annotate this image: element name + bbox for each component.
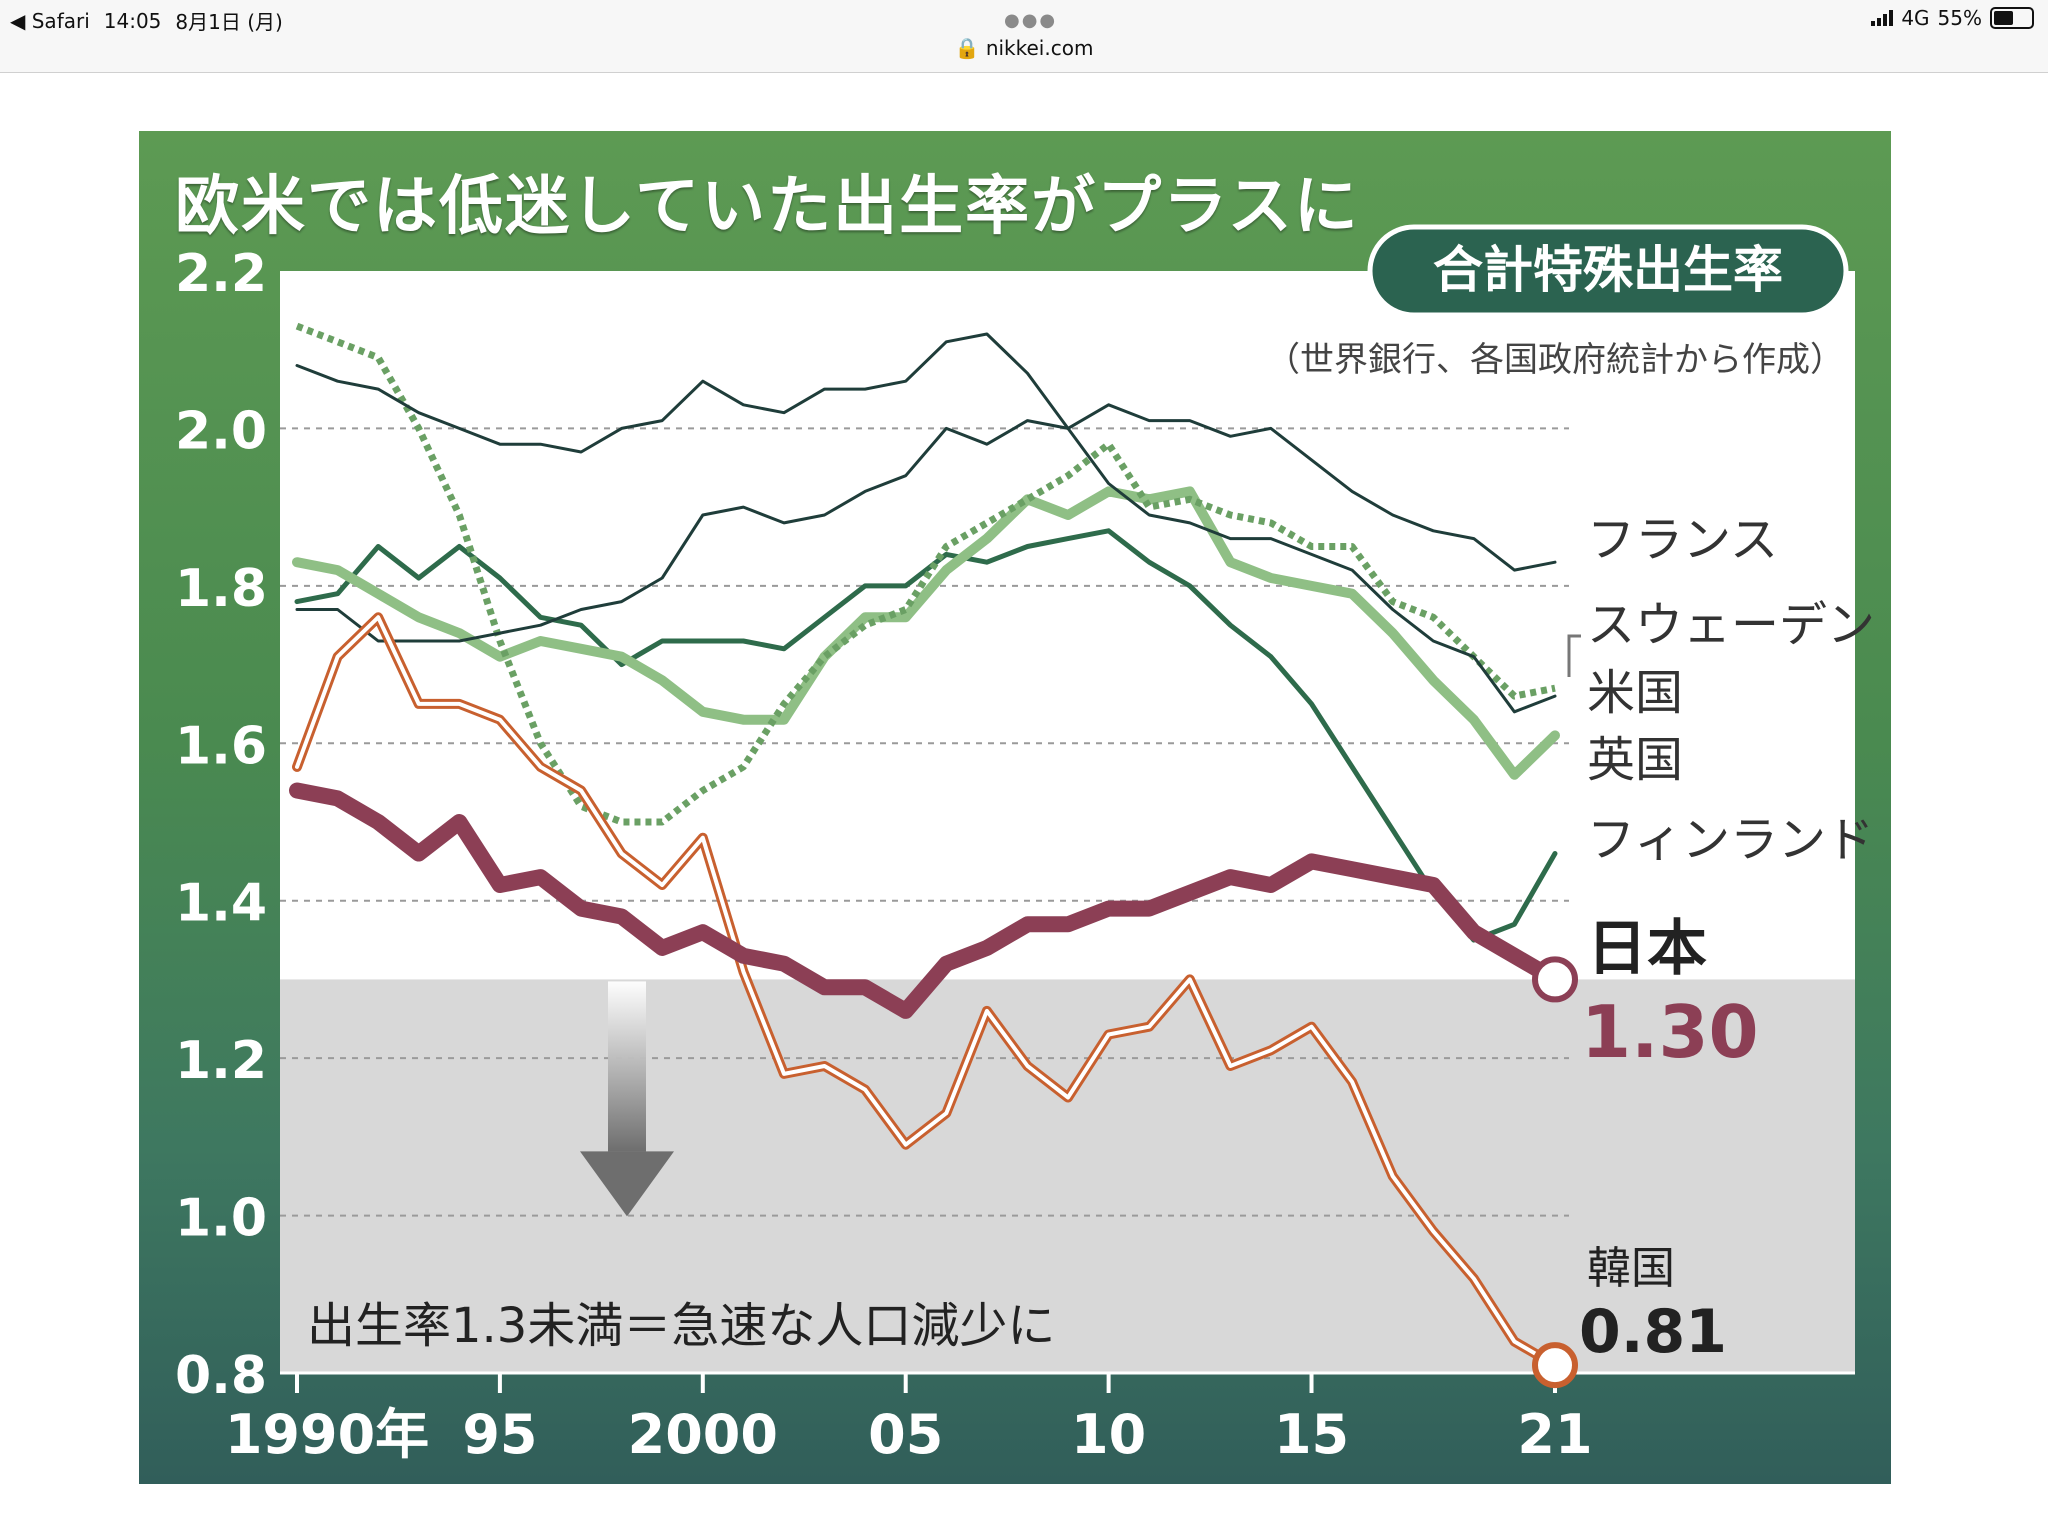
status-right: 4G 55%: [1871, 6, 2034, 30]
battery-icon: [1990, 7, 2034, 29]
multitask-dots-icon[interactable]: ●●●: [1004, 10, 1058, 31]
status-date: 8月1日 (月): [175, 10, 283, 34]
series-line-inner: [295, 615, 1557, 1368]
below-1.3-band: [280, 979, 1855, 1373]
url-text: nikkei.com: [985, 36, 1094, 60]
x-tick-label: 05: [868, 1403, 943, 1466]
series-line: [289, 782, 1563, 1019]
sweden-leader-line: [1567, 634, 1581, 677]
status-left: ◀ Safari 14:05 8月1日 (月): [10, 6, 283, 35]
chart-svg: 0.8 1.0 1.2 1.4 1.6 1.8 2.0 2.2 1990年 95 2000 05 10 1…: [175, 224, 1875, 1466]
series-label: 米国: [1587, 665, 1683, 721]
lock-icon: 🔒: [954, 36, 980, 60]
y-tick-label: 1.4: [175, 874, 267, 934]
series-label: 英国: [1587, 732, 1683, 788]
subtitle-text: 合計特殊出生率: [1433, 241, 1783, 299]
korea-end-marker: [1532, 1342, 1578, 1389]
status-time: 14:05: [103, 8, 162, 33]
korea-end-value: 0.81: [1579, 1297, 1727, 1367]
x-tick-label: 21: [1517, 1403, 1592, 1466]
y-tick-label: 2.2: [175, 244, 267, 304]
y-tick-label: 1.6: [175, 716, 267, 776]
chart-title: 欧米では低迷していた出生率がプラスに: [175, 170, 1360, 244]
y-tick-label: 2.0: [175, 401, 267, 461]
x-tick-label: 15: [1274, 1403, 1349, 1466]
address-bar[interactable]: 🔒 nikkei.com: [0, 36, 2048, 60]
series-line: [295, 403, 1557, 643]
y-tick-label: 1.8: [175, 559, 267, 619]
japan-end-value: 1.30: [1581, 990, 1759, 1074]
network-type: 4G: [1901, 6, 1930, 30]
band-annotation: 出生率1.3未満＝急速な人口減少に: [307, 1298, 1055, 1354]
series-label: フィンランド: [1587, 812, 1874, 868]
battery-percent: 55%: [1937, 6, 1982, 30]
signal-icon: [1871, 10, 1894, 26]
down-arrow-shaft: [608, 981, 646, 1152]
y-tick-label: 0.8: [175, 1346, 267, 1406]
x-tick-label: 2000: [628, 1403, 778, 1466]
series-label: 韓国: [1587, 1243, 1675, 1294]
series-line: [295, 332, 1557, 714]
series-label: 日本: [1587, 914, 1707, 984]
series-label: フランス: [1587, 512, 1778, 568]
back-to-safari-link[interactable]: ◀ Safari: [10, 8, 90, 33]
down-arrow-head: [580, 1151, 674, 1217]
y-tick-label: 1.2: [175, 1031, 267, 1091]
x-tick-label: 1990年: [225, 1403, 429, 1466]
x-tick-label: 95: [462, 1403, 537, 1466]
series-line: [294, 528, 1558, 943]
japan-end-marker: [1532, 956, 1578, 1003]
series-label: スウェーデン: [1587, 597, 1875, 653]
x-tick-label: 10: [1071, 1403, 1146, 1466]
ios-status-bar: ◀ Safari 14:05 8月1日 (月) ●●● 🔒 nikkei.com…: [0, 0, 2048, 73]
y-tick-label: 1.0: [175, 1189, 267, 1249]
series-line: [295, 322, 1556, 826]
subtitle-pill: [1367, 224, 1849, 318]
source-note: （世界銀行、各国政府統計から作成）: [1266, 340, 1844, 380]
chart-frame: 欧米では低迷していた出生率がプラスに 0.8 1.0 1.2 1.4 1.6 1.8 2.0…: [139, 131, 1891, 1484]
